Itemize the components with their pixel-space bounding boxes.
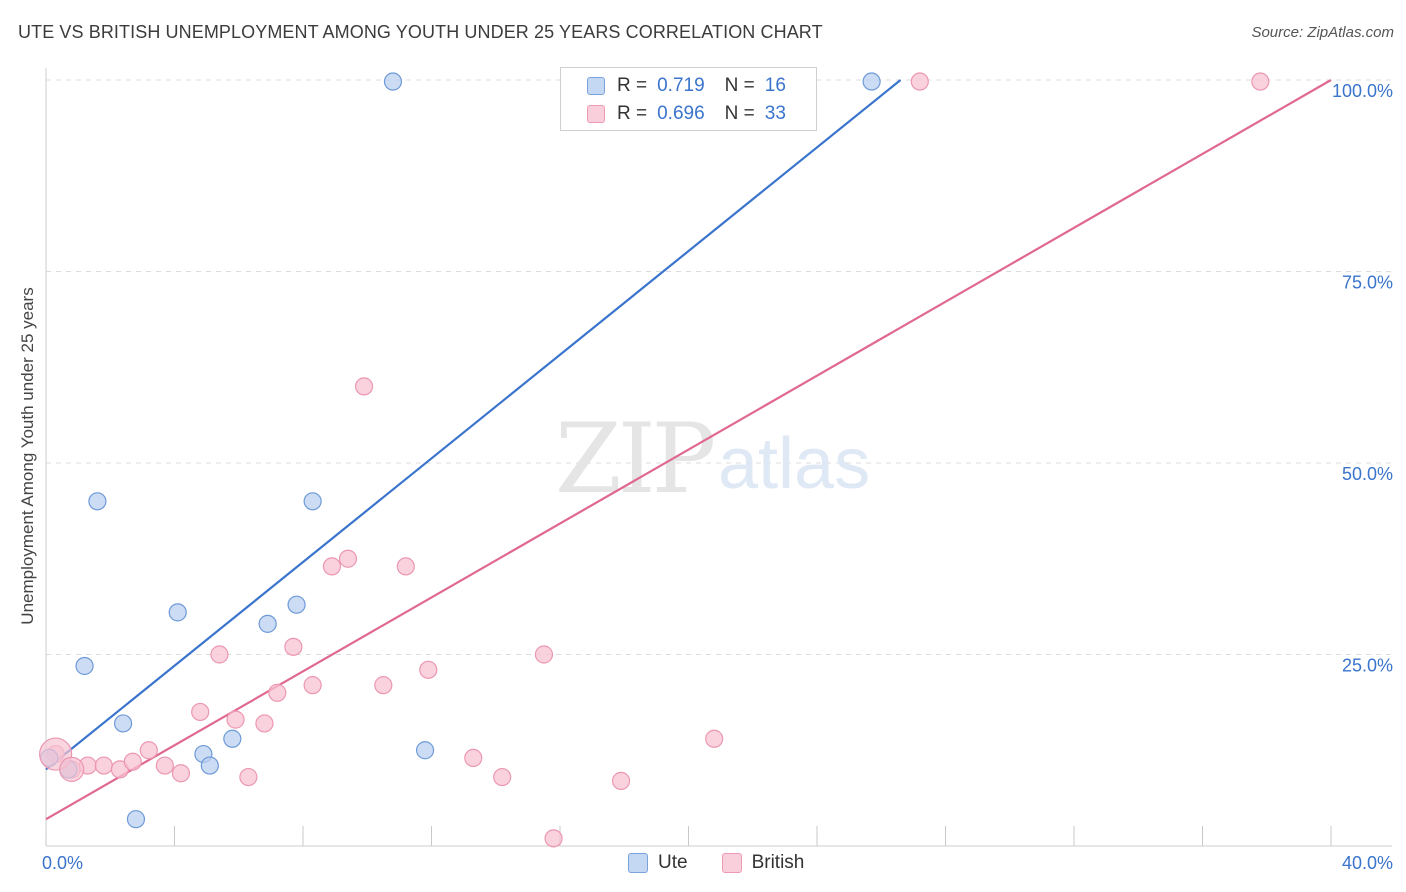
british-point bbox=[338, 549, 358, 568]
british-point bbox=[1251, 72, 1270, 91]
source-label: Source: ZipAtlas.com bbox=[1251, 24, 1394, 41]
legend-item-ute[interactable]: Ute bbox=[628, 852, 688, 874]
ute-r-value: 0.719 bbox=[657, 75, 705, 96]
trend-layer bbox=[45, 79, 1332, 821]
legend-british-label: British bbox=[751, 852, 805, 873]
legend-row-ute: R = 0.719 N = 16 bbox=[587, 73, 786, 99]
watermark-atlas: atlas bbox=[718, 424, 870, 504]
ute-point bbox=[113, 714, 133, 733]
legend-british-swatch bbox=[721, 853, 742, 873]
ute-point bbox=[287, 595, 306, 614]
british-point bbox=[210, 645, 229, 664]
legend-row-british: R = 0.696 N = 33 bbox=[587, 101, 786, 127]
ute-r-label: R = bbox=[617, 75, 648, 96]
british-point bbox=[705, 729, 724, 748]
y-tick-label: 100.0% bbox=[1332, 81, 1393, 101]
y-axis-label: Unemployment Among Youth under 25 years bbox=[18, 287, 37, 625]
british-n-value: 33 bbox=[764, 103, 786, 124]
y-tick-label: 25.0% bbox=[1342, 656, 1393, 676]
british-point bbox=[544, 829, 563, 848]
grid-layer bbox=[46, 79, 1392, 655]
x-tick-label: 0.0% bbox=[42, 853, 83, 873]
british-swatch bbox=[587, 105, 605, 123]
trend-line-ute bbox=[45, 79, 902, 771]
ute-point bbox=[88, 492, 107, 511]
british-point bbox=[226, 710, 245, 729]
legend-item-british[interactable]: British bbox=[721, 852, 805, 874]
british-point bbox=[139, 741, 158, 760]
ute-point bbox=[862, 72, 881, 91]
british-point bbox=[493, 767, 512, 787]
watermark-zip: ZIP bbox=[555, 403, 714, 515]
british-point bbox=[611, 771, 631, 790]
british-point bbox=[464, 748, 483, 768]
british-point bbox=[322, 557, 342, 576]
trend-line-british bbox=[45, 79, 1332, 821]
british-point-cluster bbox=[59, 756, 85, 783]
ute-point bbox=[126, 810, 146, 829]
ute-point bbox=[415, 741, 435, 760]
x-tick-label: 40.0% bbox=[1342, 853, 1393, 873]
ute-point bbox=[75, 656, 94, 676]
british-point bbox=[155, 756, 174, 775]
stats-legend: R = 0.719 N = 16 R = 0.696 N = 33 bbox=[560, 67, 817, 131]
british-r-value: 0.696 bbox=[657, 103, 705, 124]
british-r-label: R = bbox=[617, 103, 648, 124]
ute-point bbox=[383, 72, 403, 91]
ute-point bbox=[258, 614, 277, 633]
british-point bbox=[284, 637, 303, 656]
ute-point bbox=[223, 729, 242, 748]
british-point bbox=[396, 557, 415, 576]
british-point bbox=[171, 764, 191, 783]
y-tick-label: 75.0% bbox=[1342, 273, 1393, 293]
points-layer bbox=[39, 72, 1270, 848]
tick-label-layer: 25.0% 50.0% 75.0% 100.0% 0.0% 40.0% bbox=[42, 81, 1393, 873]
ute-point bbox=[168, 603, 187, 622]
british-point bbox=[239, 767, 258, 787]
british-point bbox=[191, 702, 210, 722]
ute-point bbox=[200, 756, 219, 775]
y-tick-label: 50.0% bbox=[1342, 464, 1393, 484]
ute-n-label: N = bbox=[724, 75, 755, 96]
legend-ute-swatch bbox=[628, 853, 648, 873]
watermark: ZIP atlas bbox=[555, 403, 870, 515]
british-point bbox=[374, 676, 393, 695]
british-n-label: N = bbox=[724, 103, 755, 124]
british-point bbox=[910, 72, 929, 91]
legend-ute-label: Ute bbox=[658, 852, 688, 873]
british-point bbox=[419, 660, 438, 679]
british-point bbox=[534, 645, 554, 664]
british-point bbox=[268, 683, 287, 702]
british-point bbox=[255, 714, 274, 733]
series-legend: Ute British bbox=[628, 852, 838, 874]
ute-n-value: 16 bbox=[764, 75, 786, 96]
british-point bbox=[123, 752, 142, 771]
british-point bbox=[303, 676, 322, 695]
ute-swatch bbox=[587, 77, 605, 95]
ute-point bbox=[303, 492, 322, 511]
british-point bbox=[94, 756, 113, 775]
chart-title: UTE VS BRITISH UNEMPLOYMENT AMONG YOUTH … bbox=[18, 22, 823, 42]
axes-layer bbox=[45, 68, 1392, 847]
british-point bbox=[354, 377, 374, 396]
